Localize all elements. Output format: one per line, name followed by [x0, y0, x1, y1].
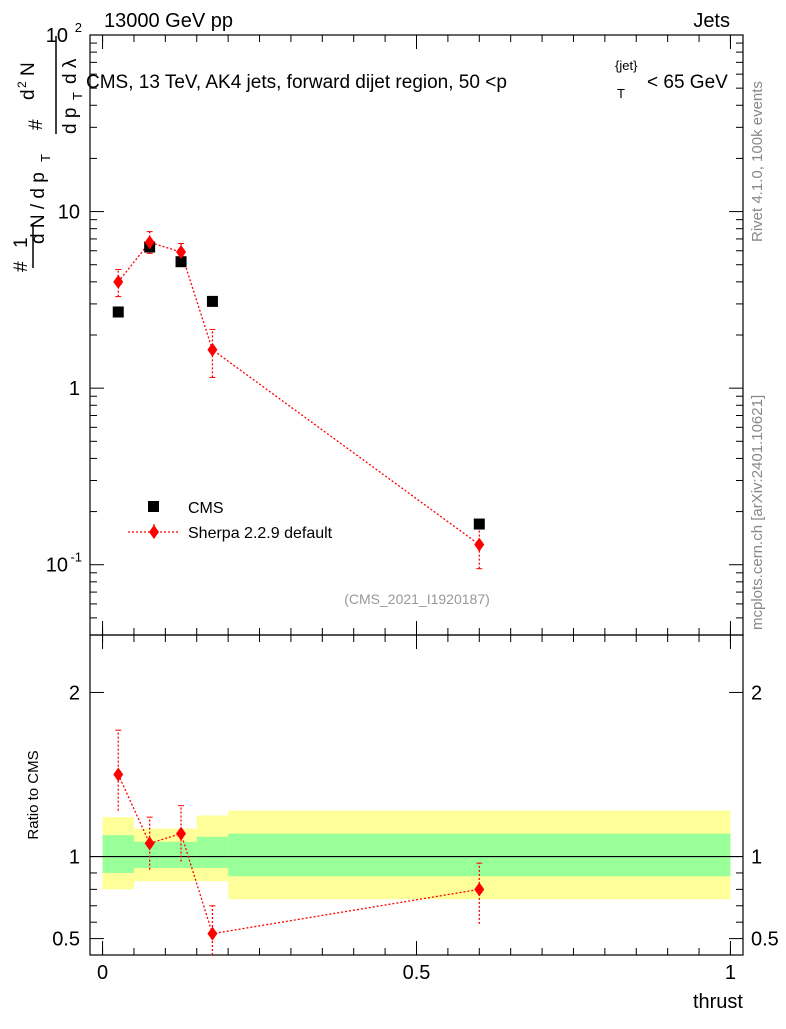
main-ytick-base: 10 [46, 555, 68, 577]
svg-text:#: # [26, 119, 47, 130]
ratio-panel: 0.5 0.51 12 2 0 0.5 1 Ratio to CMS thrust [25, 634, 779, 1013]
ratio-ytick-label-right: 0.5 [751, 929, 779, 951]
svg-text:#: # [11, 261, 32, 272]
main-ytick-label: 10 2 [46, 20, 82, 47]
ratio-bands [102, 810, 731, 900]
ratio-xtick-labels: 0 0.5 1 [97, 962, 736, 984]
mc-point [207, 342, 218, 357]
ratio-ytick-label-left: 2 [69, 682, 80, 704]
chart-title-main: CMS, 13 TeV, AK4 jets, forward dijet reg… [86, 72, 507, 93]
legend-label-cms: CMS [188, 500, 224, 517]
ratio-mc-point [176, 826, 187, 841]
ratio-ylabel: Ratio to CMS [25, 750, 42, 839]
main-frame [89, 34, 744, 636]
mc-points [113, 235, 485, 552]
chart-title-end: < 65 GeV [647, 72, 728, 93]
svg-text:d N / d p: d N / d p [28, 172, 49, 244]
legend-marker-cms [148, 501, 159, 512]
legend-marker-mc [149, 525, 159, 539]
data-point-cms [206, 295, 218, 307]
header-right: Jets [693, 10, 730, 32]
chart-title: CMS, 13 TeV, AK4 jets, forward dijet reg… [86, 58, 728, 101]
svg-text:N: N [18, 62, 39, 76]
mc-point [113, 274, 124, 289]
xlabel: thrust [693, 991, 743, 1013]
ratio-ytick-label-right: 1 [751, 847, 762, 869]
ratio-ytick-label-left: 0.5 [52, 929, 80, 951]
ratio-ytick-label-left: 1 [69, 847, 80, 869]
data-point-cms [112, 306, 124, 318]
ratio-band-inner [133, 841, 197, 869]
data-points [112, 241, 485, 530]
ratio-mc-point [207, 926, 218, 941]
ratio-band-inner [102, 835, 134, 873]
svg-text:1: 1 [11, 237, 32, 248]
ratio-ytick-labels: 0.5 0.5 1 1 2 2 [52, 682, 779, 950]
ratio-mc-point [113, 767, 124, 782]
main-ytick-exponent: 2 [75, 20, 82, 35]
ratio-ytick-label-right: 2 [751, 682, 762, 704]
ratio-band-inner [196, 836, 229, 869]
header-left: 13000 GeV pp [104, 10, 233, 32]
mc-line [117, 241, 480, 546]
main-ytick-base: 1 [69, 378, 80, 400]
legend-label-mc: Sherpa 2.2.9 default [188, 525, 333, 542]
main-ytick-label: 10 -1 [46, 550, 82, 577]
data-point-cms [473, 518, 485, 530]
ratio-mc-point [144, 836, 155, 851]
xtick-label: 1 [725, 962, 736, 984]
main-ticks [90, 34, 743, 636]
ratio-band-inner [228, 833, 731, 877]
mc-errorbars [115, 231, 483, 570]
watermark: (CMS_2021_I1920187) [344, 591, 490, 607]
svg-text:T: T [70, 92, 85, 100]
main-ytick-label: 1 [69, 378, 80, 400]
svg-text:d λ: d λ [60, 58, 81, 84]
ratio-ticks [90, 635, 743, 955]
svg-text:2: 2 [15, 81, 29, 88]
svg-text:T: T [38, 154, 53, 162]
mc-point [144, 235, 155, 250]
svg-text:d: d [18, 89, 39, 100]
ratio-frame [89, 634, 744, 956]
main-ytick-exponent: -1 [70, 550, 82, 565]
ratio-mc-point [474, 882, 485, 897]
main-ylabel: # 1 d N / d p T # d 2 N d p T d λ [11, 36, 85, 272]
mc-line-path [117, 241, 480, 546]
ratio-mc-points [113, 767, 485, 941]
mc-point [176, 245, 187, 260]
mcplots-label: mcplots.cern.ch [arXiv:2401.10621] [749, 395, 766, 630]
mc-point [474, 537, 485, 552]
rivet-label: Rivet 4.1.0, 100k events [749, 81, 766, 242]
main-ytick-base: 10 [58, 202, 80, 224]
main-ytick-label: 10 [58, 202, 80, 224]
main-ytick-base: 10 [46, 25, 68, 47]
svg-text:d p: d p [60, 108, 81, 134]
xtick-label: 0.5 [403, 962, 431, 984]
chart-title-sup: {jet} [615, 58, 638, 73]
legend: CMS Sherpa 2.2.9 default [128, 500, 333, 542]
chart-title-sub: T [617, 86, 625, 101]
xtick-label: 0 [97, 962, 108, 984]
data-point-cms [175, 256, 187, 268]
